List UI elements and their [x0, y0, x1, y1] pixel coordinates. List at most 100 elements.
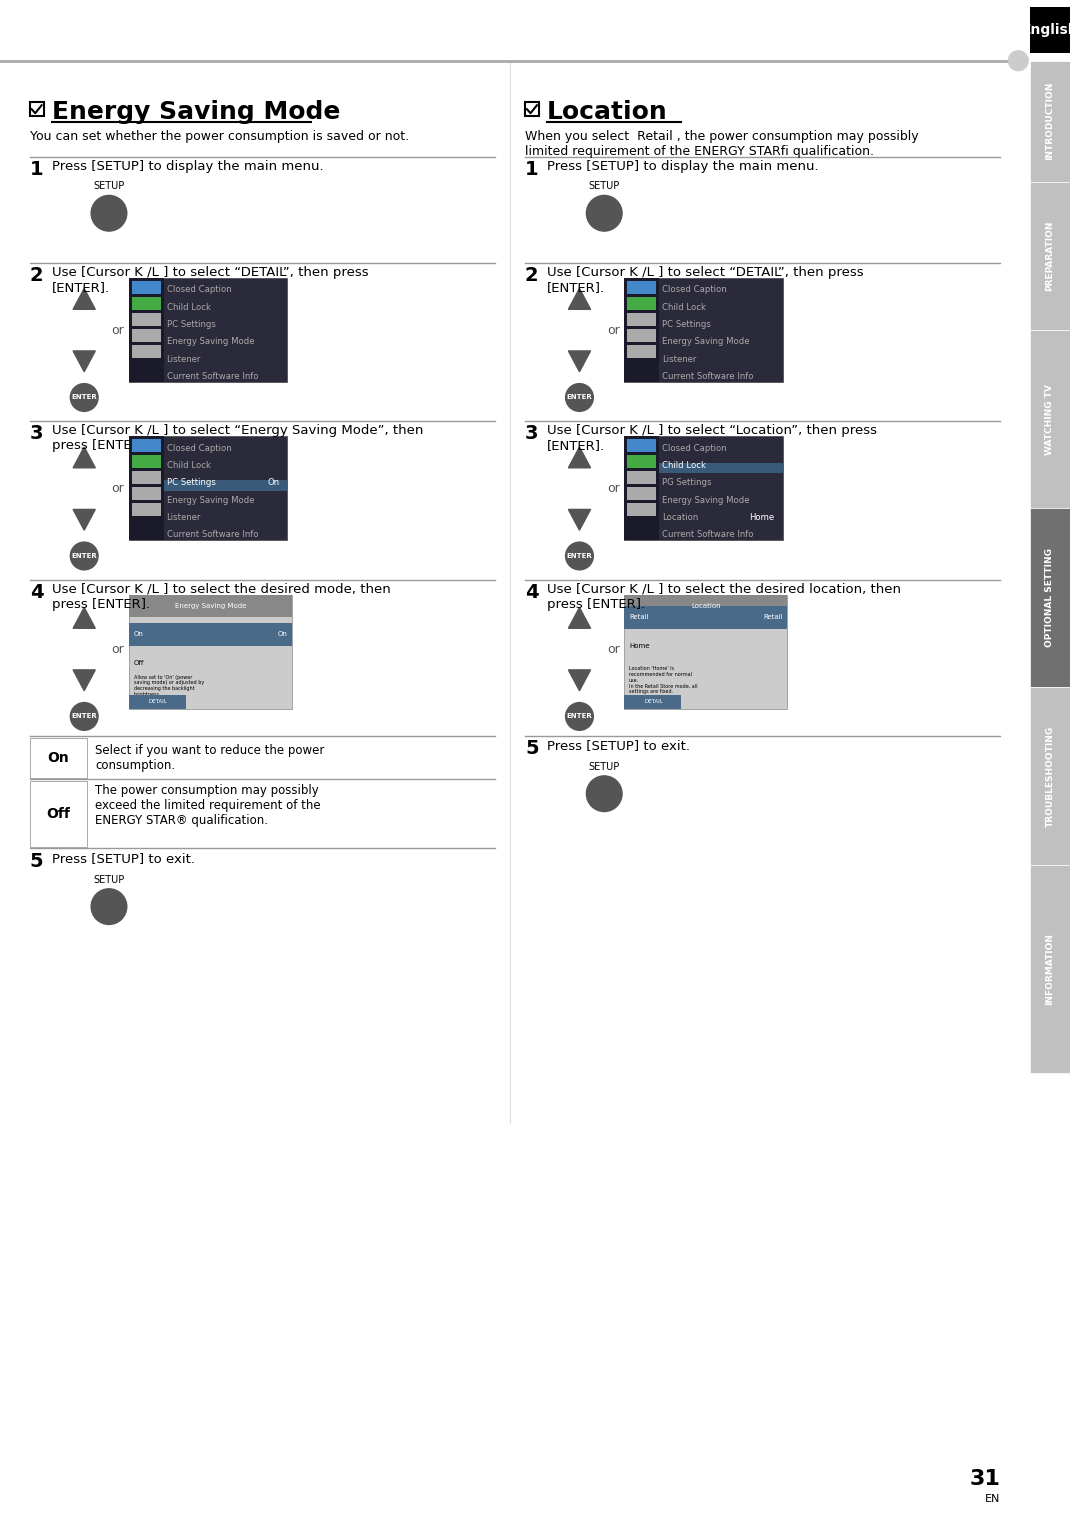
FancyBboxPatch shape	[30, 781, 87, 847]
Text: Select if you want to reduce the power
consumption.: Select if you want to reduce the power c…	[95, 745, 324, 772]
Text: Use [Cursor K /L ] to select “Energy Saving Mode”, then
press [ENTER].: Use [Cursor K /L ] to select “Energy Sav…	[52, 424, 423, 452]
Text: 1: 1	[525, 160, 539, 179]
FancyBboxPatch shape	[129, 278, 287, 382]
Text: Child Lock: Child Lock	[662, 461, 706, 470]
Text: Closed Caption: Closed Caption	[662, 285, 727, 295]
FancyBboxPatch shape	[30, 102, 43, 116]
Text: English: English	[1022, 23, 1078, 37]
FancyBboxPatch shape	[1030, 182, 1070, 330]
Text: 31: 31	[970, 1470, 1000, 1489]
Polygon shape	[73, 447, 95, 468]
Text: When you select  Retail , the power consumption may possibly
limited requirement: When you select Retail , the power consu…	[525, 130, 919, 159]
Text: SETUP: SETUP	[93, 182, 124, 191]
FancyBboxPatch shape	[624, 595, 787, 618]
Text: Home: Home	[629, 642, 649, 649]
FancyBboxPatch shape	[1030, 8, 1070, 53]
Circle shape	[1009, 50, 1028, 70]
Text: 1: 1	[30, 160, 43, 179]
Text: Use [Cursor K /L ] to select “Location”, then press
[ENTER].: Use [Cursor K /L ] to select “Location”,…	[546, 424, 877, 452]
Text: INFORMATION: INFORMATION	[1045, 932, 1054, 1006]
FancyBboxPatch shape	[164, 481, 287, 491]
FancyBboxPatch shape	[1030, 330, 1070, 508]
Text: EN: EN	[985, 1494, 1000, 1505]
Text: Retail: Retail	[762, 615, 783, 621]
FancyBboxPatch shape	[30, 739, 87, 778]
Text: PC Settings: PC Settings	[662, 320, 711, 330]
Circle shape	[566, 383, 593, 412]
Polygon shape	[568, 670, 591, 691]
Text: Closed Caption: Closed Caption	[166, 285, 231, 295]
Text: Location: Location	[546, 101, 667, 124]
Text: Off: Off	[134, 659, 144, 665]
Polygon shape	[568, 351, 591, 372]
Text: Press [SETUP] to display the main menu.: Press [SETUP] to display the main menu.	[546, 160, 819, 172]
Text: Allow set to 'On' (power
saving mode) or adjusted by
decreasing the backlight
br: Allow set to 'On' (power saving mode) or…	[134, 674, 204, 697]
Circle shape	[70, 702, 98, 731]
FancyBboxPatch shape	[624, 595, 787, 708]
Polygon shape	[568, 510, 591, 530]
Text: Current Software Info: Current Software Info	[166, 372, 258, 382]
Text: INTRODUCTION: INTRODUCTION	[1045, 82, 1054, 160]
FancyBboxPatch shape	[129, 694, 186, 708]
Text: Home: Home	[750, 513, 774, 522]
FancyBboxPatch shape	[1030, 508, 1070, 687]
Text: On: On	[267, 479, 280, 487]
Text: ENTER: ENTER	[71, 714, 97, 719]
Text: PC Settings: PC Settings	[166, 320, 216, 330]
FancyBboxPatch shape	[624, 436, 783, 540]
Text: Child Lock: Child Lock	[166, 302, 211, 311]
Text: ENTER: ENTER	[567, 714, 592, 719]
FancyBboxPatch shape	[132, 504, 161, 516]
Text: or: or	[607, 642, 620, 656]
FancyBboxPatch shape	[1030, 61, 1070, 182]
FancyBboxPatch shape	[627, 487, 656, 501]
Text: Energy Saving Mode: Energy Saving Mode	[662, 496, 750, 505]
Text: Location: Location	[662, 513, 698, 522]
Text: On: On	[278, 632, 287, 638]
FancyBboxPatch shape	[659, 462, 783, 473]
FancyBboxPatch shape	[129, 623, 293, 645]
Text: Use [Cursor K /L ] to select the desired location, then
press [ENTER].: Use [Cursor K /L ] to select the desired…	[546, 583, 901, 610]
FancyBboxPatch shape	[129, 595, 293, 708]
FancyBboxPatch shape	[624, 436, 659, 540]
Circle shape	[586, 195, 622, 230]
Text: On: On	[48, 751, 69, 765]
FancyBboxPatch shape	[627, 455, 656, 468]
Text: ENTER: ENTER	[71, 552, 97, 559]
Circle shape	[91, 195, 126, 230]
Text: PREPARATION: PREPARATION	[1045, 221, 1054, 291]
FancyBboxPatch shape	[627, 439, 656, 452]
Polygon shape	[73, 288, 95, 310]
Text: Current Software Info: Current Software Info	[662, 372, 754, 382]
FancyBboxPatch shape	[627, 504, 656, 516]
Circle shape	[566, 702, 593, 731]
Text: Use [Cursor K /L ] to select “DETAIL”, then press
[ENTER].: Use [Cursor K /L ] to select “DETAIL”, t…	[52, 266, 368, 293]
Text: Energy Saving Mode: Energy Saving Mode	[166, 337, 254, 346]
Text: TROUBLESHOOTING: TROUBLESHOOTING	[1045, 725, 1054, 827]
Text: Location 'Home' is
recommended for normal
use.
In the Retail Store mode, all
set: Location 'Home' is recommended for norma…	[629, 665, 698, 694]
Text: Energy Saving Mode: Energy Saving Mode	[166, 496, 254, 505]
Text: Energy Saving Mode: Energy Saving Mode	[52, 101, 340, 124]
Text: 5: 5	[30, 852, 43, 871]
Text: Use [Cursor K /L ] to select the desired mode, then
press [ENTER].: Use [Cursor K /L ] to select the desired…	[52, 583, 390, 610]
Text: Current Software Info: Current Software Info	[166, 531, 258, 539]
Text: 2: 2	[525, 266, 539, 285]
Text: DETAIL: DETAIL	[149, 699, 167, 703]
FancyBboxPatch shape	[1030, 865, 1070, 1073]
FancyBboxPatch shape	[627, 345, 656, 357]
Text: On: On	[134, 632, 144, 638]
FancyBboxPatch shape	[132, 328, 161, 342]
FancyBboxPatch shape	[1030, 687, 1070, 865]
Text: ENTER: ENTER	[71, 395, 97, 400]
FancyBboxPatch shape	[525, 102, 539, 116]
Text: Energy Saving Mode: Energy Saving Mode	[662, 337, 750, 346]
Text: ENTER: ENTER	[567, 395, 592, 400]
FancyBboxPatch shape	[624, 278, 783, 382]
Text: DETAIL: DETAIL	[644, 699, 663, 703]
Polygon shape	[73, 607, 95, 629]
Text: or: or	[607, 324, 620, 337]
FancyBboxPatch shape	[624, 278, 659, 382]
Text: ENTER: ENTER	[567, 552, 592, 559]
Text: Closed Caption: Closed Caption	[166, 444, 231, 453]
Text: Energy Saving Mode: Energy Saving Mode	[175, 603, 246, 609]
